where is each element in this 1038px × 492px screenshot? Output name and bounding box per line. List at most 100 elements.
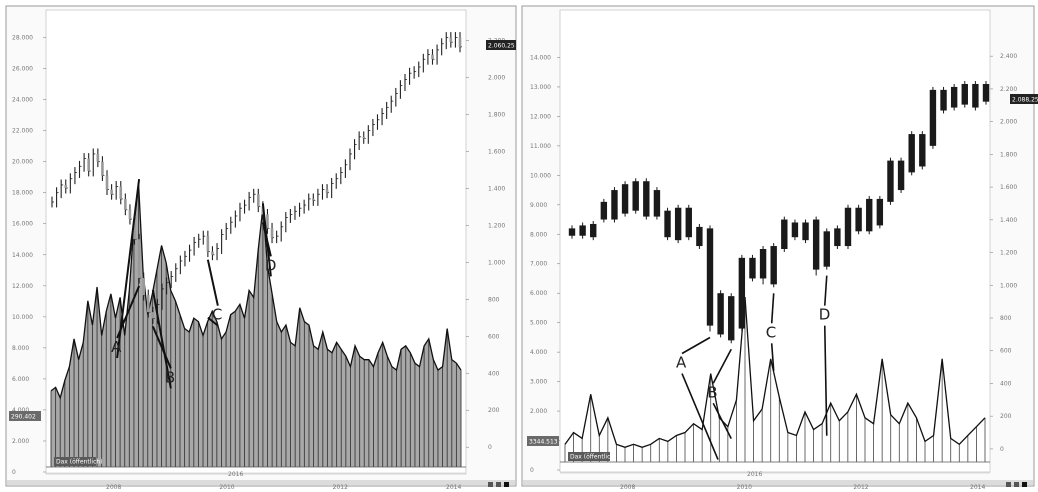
y-tick-label: 2.000 bbox=[12, 438, 29, 445]
volume-value-chip bbox=[9, 411, 41, 421]
y-tick-label: 18.000 bbox=[12, 190, 33, 197]
candle-body bbox=[950, 86, 958, 108]
price-bar-body bbox=[270, 228, 274, 238]
y2-tick-label: 1.000 bbox=[488, 259, 505, 266]
x-tick-label: 2010 bbox=[219, 484, 234, 491]
y2-tick-label: 800 bbox=[1000, 315, 1012, 322]
y-tick-label: 10.000 bbox=[530, 172, 551, 179]
price-bar-body bbox=[266, 214, 269, 229]
y2-tick-label: 0 bbox=[488, 444, 492, 451]
candle-body bbox=[834, 228, 841, 247]
y2-tick-label: 600 bbox=[1000, 348, 1012, 355]
y-tick-label: 8.000 bbox=[530, 231, 547, 238]
candle-body bbox=[621, 184, 629, 214]
y2-tick-label: 200 bbox=[1000, 413, 1012, 420]
y2-tick-label: 1.200 bbox=[488, 222, 505, 229]
price-bar-body bbox=[110, 189, 113, 195]
y2-tick-label: 1.400 bbox=[488, 185, 505, 192]
annotation-line bbox=[712, 402, 732, 440]
y-tick-label: 13.000 bbox=[530, 84, 551, 91]
price-bar-body bbox=[142, 278, 145, 296]
chart-panel-right: 0 1.000 2.000 3.000 4.000 5.000 6.000 7.000 8.00… bbox=[521, 5, 1038, 491]
candle-body bbox=[600, 201, 608, 220]
price-bar-body bbox=[96, 153, 100, 162]
price-bar-body bbox=[325, 189, 329, 193]
plot-area bbox=[559, 9, 991, 473]
y-tick-label: 11.000 bbox=[530, 143, 551, 150]
price-value-chip bbox=[486, 40, 516, 50]
annotation-line bbox=[823, 325, 828, 436]
candle-body bbox=[929, 89, 937, 146]
annotation-label: B bbox=[165, 368, 175, 386]
y-tick-label: 26.000 bbox=[12, 66, 33, 73]
candle-body bbox=[876, 198, 884, 226]
candle-body bbox=[812, 219, 820, 270]
x-tick-label: 2008 bbox=[620, 484, 635, 491]
y-tick-label: 14.000 bbox=[12, 252, 33, 259]
candle-body bbox=[738, 257, 746, 329]
annotation-label: D bbox=[265, 256, 277, 274]
candle-body bbox=[791, 222, 799, 238]
candle-body bbox=[696, 226, 703, 247]
candle-body bbox=[749, 257, 756, 279]
price-bar-body bbox=[146, 295, 150, 313]
annotation-line bbox=[823, 275, 828, 306]
annotation-line bbox=[207, 316, 219, 327]
y-tick-label: 6.000 bbox=[530, 290, 547, 297]
volume-value-text: 290.402 bbox=[11, 414, 36, 421]
y2-tick-label: 200 bbox=[488, 407, 500, 414]
x-tick-label: 2014 bbox=[970, 484, 985, 491]
price-bar-body bbox=[256, 194, 260, 207]
annotation-label: A bbox=[676, 354, 687, 372]
volume-line bbox=[564, 296, 986, 448]
price-bar-body bbox=[151, 312, 155, 319]
candle-body bbox=[706, 228, 714, 326]
x-axis-strip bbox=[7, 480, 515, 485]
y2-tick-label: 2.000 bbox=[488, 74, 505, 81]
x-tick-label: 2010 bbox=[737, 484, 752, 491]
y2-tick-label: 2.400 bbox=[1000, 53, 1017, 60]
price-bar-body bbox=[105, 175, 109, 190]
y-tick-label: 12.000 bbox=[12, 283, 33, 290]
toolbar-glyph bbox=[504, 482, 509, 487]
y-tick-label: 5.000 bbox=[530, 320, 547, 327]
candle-body bbox=[855, 207, 862, 232]
price-bar-body bbox=[87, 158, 90, 171]
y-tick-label: 2.000 bbox=[530, 408, 547, 415]
y2-tick-label: 1.600 bbox=[488, 148, 505, 155]
candle-body bbox=[770, 246, 777, 285]
y2-tick-label: 1.000 bbox=[1000, 282, 1017, 289]
y2-tick-label: 1.800 bbox=[1000, 151, 1017, 158]
y-tick-label: 8.000 bbox=[12, 345, 29, 352]
y-tick-label: 0 bbox=[530, 467, 534, 474]
candle-body bbox=[781, 219, 788, 249]
y-tick-label: 0 bbox=[12, 469, 16, 476]
price-bar-body bbox=[458, 37, 462, 47]
y2-tick-label: 1.600 bbox=[1000, 184, 1017, 191]
x-tick-label: 2012 bbox=[333, 484, 348, 491]
y-tick-label: 4.000 bbox=[12, 407, 29, 414]
y-tick-label: 3.000 bbox=[530, 379, 547, 386]
y2-tick-label: 600 bbox=[488, 333, 500, 340]
price-bar-body bbox=[119, 186, 123, 199]
y-tick-label: 4.000 bbox=[530, 349, 547, 356]
candle-body bbox=[802, 222, 809, 241]
period-label: 2016 bbox=[228, 471, 243, 478]
candle-body bbox=[844, 207, 852, 247]
annotation-label: C bbox=[212, 306, 222, 324]
y-tick-label: 28.000 bbox=[12, 35, 33, 42]
y2-tick-label: 800 bbox=[488, 296, 500, 303]
y-tick-label: 20.000 bbox=[12, 159, 33, 166]
annotation-line bbox=[116, 179, 141, 359]
y-tick-label: 14.000 bbox=[530, 54, 551, 61]
price-bar-body bbox=[137, 239, 141, 279]
candle-body bbox=[972, 83, 979, 108]
y2-tick-label: 0 bbox=[1000, 446, 1004, 453]
candle-body bbox=[611, 190, 618, 220]
volume-value-chip bbox=[527, 436, 559, 446]
price-bar-body bbox=[101, 161, 104, 176]
candle-body bbox=[887, 160, 894, 202]
candle-body bbox=[664, 210, 671, 238]
candle-body bbox=[940, 89, 947, 111]
